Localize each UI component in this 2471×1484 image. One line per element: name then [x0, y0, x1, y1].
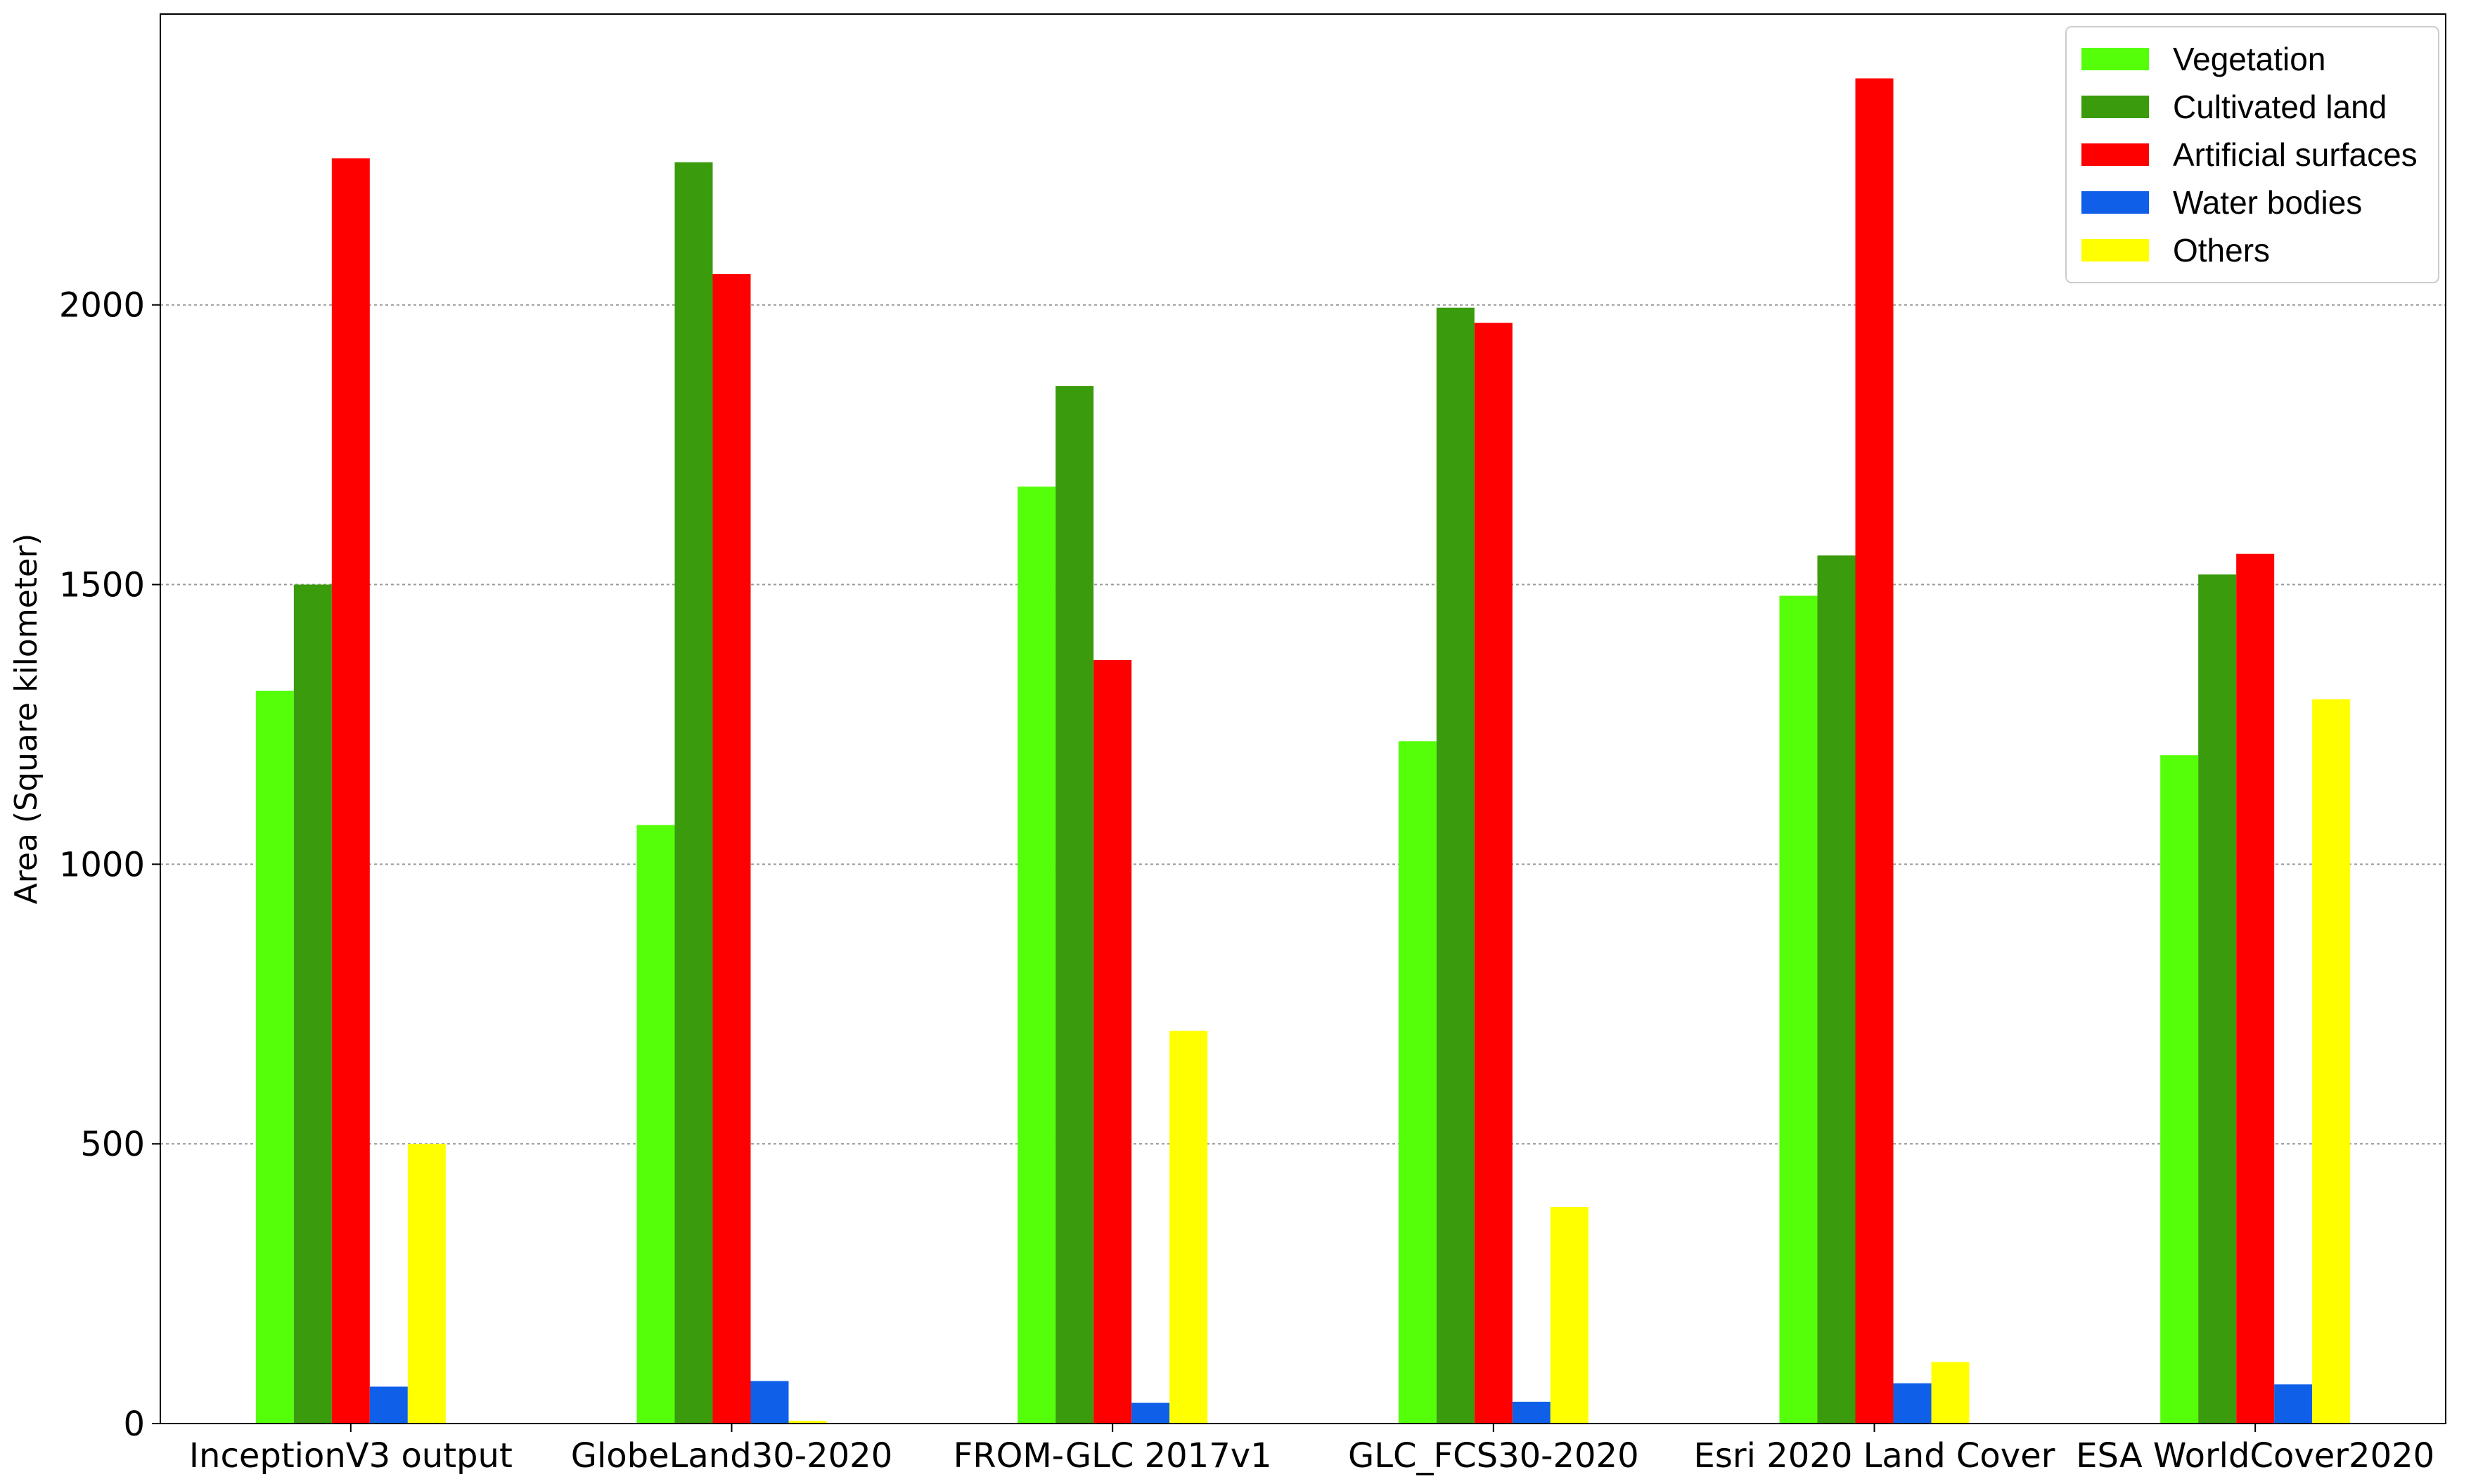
bar [636, 825, 675, 1424]
legend-label: Cultivated land [2173, 89, 2387, 125]
legend-label: Water bodies [2173, 184, 2362, 221]
x-axis: InceptionV3 output GlobeLand30-2020 FROM-G… [189, 1424, 2434, 1476]
legend-box [2065, 26, 2439, 283]
bar [293, 584, 332, 1424]
bar [674, 162, 713, 1424]
bar [1436, 307, 1475, 1424]
bar [331, 158, 370, 1424]
bar [1131, 1402, 1170, 1424]
legend-label: Others [2173, 232, 2270, 269]
bar [2312, 699, 2351, 1424]
legend-label: Artificial surfaces [2173, 136, 2418, 173]
x-tick-label: Esri 2020 Land Cover [1694, 1436, 2055, 1476]
legend: Vegetation Cultivated land Artificial surf… [2065, 26, 2439, 283]
bar [1512, 1401, 1551, 1424]
bar [2274, 1384, 2313, 1424]
bar [1093, 659, 1132, 1424]
y-tick-label: 1000 [59, 845, 145, 884]
bar [369, 1386, 408, 1424]
bar [1018, 486, 1056, 1424]
bar [1893, 1383, 1932, 1424]
bar [1055, 386, 1094, 1424]
bar [750, 1381, 789, 1424]
legend-swatch [2081, 48, 2149, 70]
bar [712, 273, 751, 1424]
grid-lines [160, 304, 2446, 1145]
bar [1779, 595, 1818, 1424]
bar [407, 1144, 446, 1424]
bar [1931, 1362, 1970, 1424]
x-tick-label: GLC_FCS30-2020 [1348, 1436, 1639, 1476]
y-tick-label: 2000 [59, 286, 145, 325]
y-tick-label: 1500 [59, 566, 145, 605]
x-tick-label: GlobeLand30-2020 [571, 1436, 893, 1476]
legend-swatch [2081, 239, 2149, 262]
bar [1169, 1031, 1208, 1424]
bar [1398, 741, 1437, 1424]
legend-label: Vegetation [2173, 41, 2325, 77]
plot-area-frame [160, 13, 2446, 1424]
bar [1855, 78, 1894, 1424]
y-tick-label: 0 [123, 1405, 145, 1444]
bar [1817, 555, 1856, 1424]
bar [788, 1421, 827, 1424]
y-tick-label: 500 [80, 1125, 145, 1164]
y-axis-title: Area (Square kilometer) [8, 534, 44, 905]
bar [255, 690, 294, 1424]
bars [255, 78, 2351, 1424]
x-tick-label: FROM-GLC 2017v1 [954, 1436, 1272, 1476]
bar [1474, 323, 1513, 1424]
bar [2198, 574, 2237, 1424]
legend-swatch [2081, 143, 2149, 166]
bar [2160, 755, 2199, 1424]
legend-swatch [2081, 96, 2149, 118]
bar [1550, 1207, 1588, 1424]
x-tick-label: ESA WorldCover2020 [2076, 1436, 2434, 1476]
y-axis: 0 500 1000 1500 2000 [59, 286, 160, 1444]
bar [2236, 553, 2275, 1424]
x-tick-label: InceptionV3 output [189, 1436, 513, 1476]
legend-swatch [2081, 191, 2149, 214]
